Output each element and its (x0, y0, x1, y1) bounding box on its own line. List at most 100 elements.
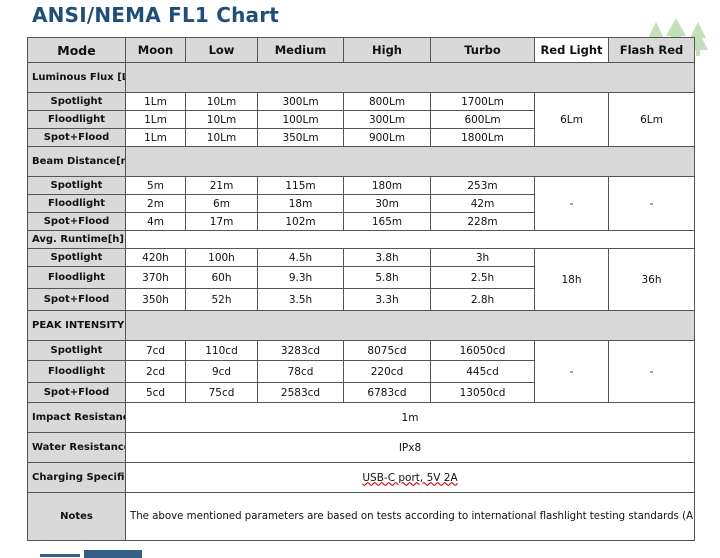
table-cell: 10Lm (185, 92, 258, 111)
table-row: Spotlight 420h 100h 4.5h 3.8h 3h 18h 36h (27, 248, 695, 311)
section-label-beam: Beam Distance[m] (27, 146, 126, 177)
flash-red-beam: - (608, 176, 695, 231)
section-fill (125, 146, 695, 177)
row-label: Spotlight (27, 92, 126, 111)
table-cell: 350h (125, 288, 186, 311)
table-cell: 420h (125, 248, 186, 267)
table-cell: 3.8h (343, 248, 431, 267)
charging-value: USB-C port, 5V 2A (362, 471, 458, 484)
table-cell: 5m (125, 176, 186, 195)
table-cell: 5.8h (343, 266, 431, 289)
table-row: Spotlight 7cd 110cd 3283cd 8075cd 16050c… (27, 340, 695, 403)
table-row: Floodlight 1Lm 10Lm 100Lm 300Lm 600Lm (27, 110, 695, 129)
table-cell: 370h (125, 266, 186, 289)
red-light-beam: - (534, 176, 609, 231)
table-row: Spot+Flood 1Lm 10Lm 350Lm 900Lm 1800Lm (27, 128, 695, 147)
flash-red-peak: - (608, 340, 695, 403)
table-cell: 3h (430, 248, 535, 267)
header-low: Low (185, 37, 258, 63)
header-row: Mode Moon Low Medium High Turbo Red Ligh… (27, 37, 695, 63)
table-row: Spotlight 1Lm 10Lm 300Lm 800Lm 1700Lm 6L… (27, 92, 695, 147)
section-label-peak: PEAK INTENSITY(cd) (27, 310, 126, 341)
header-mode: Mode (27, 37, 126, 63)
notes-text: The above mentioned parameters are based… (125, 492, 695, 541)
table-cell: 3.3h (343, 288, 431, 311)
row-label: Floodlight (27, 266, 126, 289)
impact-value: 1m (125, 402, 695, 433)
table-cell: 2.8h (430, 288, 535, 311)
table-cell: 5cd (125, 382, 186, 403)
section-fill (125, 62, 695, 93)
table-cell: 9.3h (257, 266, 344, 289)
table-cell: 115m (257, 176, 344, 195)
table-cell: 2m (125, 194, 186, 213)
row-label: Spot+Flood (27, 128, 126, 147)
table-cell: 100h (185, 248, 258, 267)
table-cell: 4.5h (257, 248, 344, 267)
table-cell: 1Lm (125, 128, 186, 147)
water-value: IPx8 (125, 432, 695, 463)
header-flash-red: Flash Red (608, 37, 695, 63)
row-label: Spotlight (27, 340, 126, 361)
table-cell: 3283cd (257, 340, 344, 361)
table-cell: 800Lm (343, 92, 431, 111)
table-cell: 1700Lm (430, 92, 535, 111)
section-row-beam: Beam Distance[m] (27, 146, 695, 177)
table-cell: 6783cd (343, 382, 431, 403)
row-label: Spot+Flood (27, 288, 126, 311)
charging-label: Charging Specification (27, 462, 126, 493)
table-cell: 2.5h (430, 266, 535, 289)
table-cell: 102m (257, 212, 344, 231)
flash-red-runtime: 36h (608, 248, 695, 311)
row-label: Floodlight (27, 110, 126, 129)
impact-label: Impact Resistance (27, 402, 126, 433)
table-cell: 9cd (185, 360, 258, 383)
section-label-runtime: Avg. Runtime[h] (27, 230, 126, 249)
table-cell: 6m (185, 194, 258, 213)
row-label: Spotlight (27, 176, 126, 195)
table-cell: 1800Lm (430, 128, 535, 147)
section-row-runtime: Avg. Runtime[h] (27, 230, 695, 249)
table-row: Spotlight 5m 21m 115m 180m 253m - - (27, 176, 695, 231)
header-turbo: Turbo (430, 37, 535, 63)
section-row-peak: PEAK INTENSITY(cd) (27, 310, 695, 341)
notes-row: Notes The above mentioned parameters are… (27, 492, 695, 541)
table-cell: 110cd (185, 340, 258, 361)
table-cell: 60h (185, 266, 258, 289)
table-cell: 165m (343, 212, 431, 231)
table-cell: 600Lm (430, 110, 535, 129)
impact-row: Impact Resistance 1m (27, 402, 695, 433)
table-cell: 300Lm (257, 92, 344, 111)
table-cell: 900Lm (343, 128, 431, 147)
table-cell: 253m (430, 176, 535, 195)
table-cell: 21m (185, 176, 258, 195)
table-cell: 1Lm (125, 110, 186, 129)
table-cell: 52h (185, 288, 258, 311)
charging-cell: USB-C port, 5V 2A (125, 462, 695, 493)
table-cell: 10Lm (185, 110, 258, 129)
table-cell: 16050cd (430, 340, 535, 361)
water-label: Water Resistance (27, 432, 126, 463)
table-cell: 42m (430, 194, 535, 213)
table-row: Spot+Flood 350h 52h 3.5h 3.3h 2.8h (27, 288, 695, 311)
spec-table: Mode Moon Low Medium High Turbo Red Ligh… (27, 37, 695, 541)
table-cell: 10Lm (185, 128, 258, 147)
table-cell: 220cd (343, 360, 431, 383)
table-cell: 100Lm (257, 110, 344, 129)
red-light-flux: 6Lm (534, 92, 609, 147)
table-cell: 228m (430, 212, 535, 231)
section-fill (125, 230, 695, 249)
table-cell: 7cd (125, 340, 186, 361)
table-cell: 8075cd (343, 340, 431, 361)
row-label: Spot+Flood (27, 212, 126, 231)
header-medium: Medium (257, 37, 344, 63)
red-light-runtime: 18h (534, 248, 609, 311)
notes-label: Notes (27, 492, 126, 541)
row-label: Floodlight (27, 194, 126, 213)
table-cell: 30m (343, 194, 431, 213)
table-cell: 2cd (125, 360, 186, 383)
table-row: Floodlight 2m 6m 18m 30m 42m (27, 194, 695, 213)
table-cell: 350Lm (257, 128, 344, 147)
table-cell: 4m (125, 212, 186, 231)
table-cell: 1Lm (125, 92, 186, 111)
